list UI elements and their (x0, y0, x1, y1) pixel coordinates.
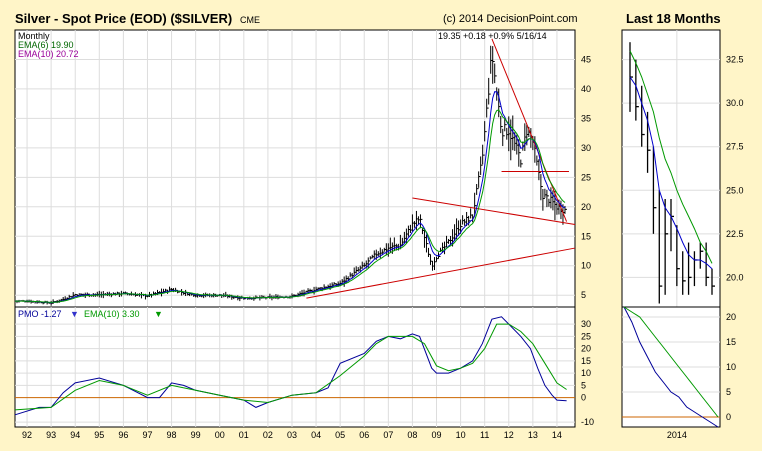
x-tick-label: 94 (70, 430, 80, 440)
x-tick-label: 06 (359, 430, 369, 440)
side-title: Last 18 Months (626, 11, 721, 26)
side-ema6-line (629, 76, 713, 270)
ema10-legend: EMA(10) 20.72 (18, 49, 79, 59)
ema10-line (15, 109, 566, 303)
pmo-ema-legend: EMA(10) 3.30 (84, 309, 140, 319)
trendline (491, 38, 568, 222)
pmo-y-tick-label: 20 (581, 344, 591, 354)
pmo-y-tick-label: -10 (581, 417, 594, 427)
pmo-arrow-icon: ▼ (70, 309, 79, 319)
x-tick-label: 09 (431, 430, 441, 440)
price-y-tick-label: 10 (581, 261, 591, 271)
price-y-tick-label: 25 (581, 172, 591, 182)
side-price-bars (629, 42, 715, 304)
side-pmo-y-tick-label: 15 (726, 337, 736, 347)
x-tick-label: 98 (167, 430, 177, 440)
side-pmo-line (623, 306, 719, 428)
pmo-line (14, 316, 567, 416)
pmo-y-tick-label: 10 (581, 368, 591, 378)
x-tick-label: 02 (263, 430, 273, 440)
side-y-tick-label: 20.0 (726, 272, 744, 282)
copyright: (c) 2014 DecisionPoint.com (443, 13, 578, 25)
x-tick-label: 95 (94, 430, 104, 440)
side-y-tick-label: 25.0 (726, 185, 744, 195)
side-pmo-y-tick-label: 0 (726, 412, 731, 422)
side-pmo-ema-line (623, 306, 719, 418)
side-y-tick-label: 32.5 (726, 55, 744, 65)
side-x-tick-label: 2014 (667, 430, 687, 440)
side-pmo-y-tick-label: 10 (726, 362, 736, 372)
side-y-tick-label: 27.5 (726, 142, 744, 152)
price-y-tick-label: 15 (581, 231, 591, 241)
x-tick-label: 03 (287, 430, 297, 440)
price-y-tick-label: 20 (581, 202, 591, 212)
pmo-y-tick-label: 5 (581, 380, 586, 390)
pmo-ema-arrow-icon: ▼ (154, 309, 163, 319)
pmo-legend: PMO -1.27 (18, 309, 62, 319)
x-tick-label: 96 (118, 430, 128, 440)
x-tick-label: 10 (456, 430, 466, 440)
x-tick-label: 97 (142, 430, 152, 440)
price-panel: 5 10 15 20 25 30 35 40 45 (14, 29, 591, 308)
period-label: Monthly (18, 31, 50, 41)
side-ema10-line (629, 50, 713, 264)
chart-title: Silver - Spot Price (EOD) ($SILVER) (15, 11, 232, 26)
price-y-tick-label: 45 (581, 54, 591, 64)
x-tick-label: 14 (552, 430, 562, 440)
price-y-tick-label: 5 (581, 290, 586, 300)
trendlines (306, 38, 576, 299)
price-y-tick-label: 40 (581, 84, 591, 94)
side-pmo-y-tick-label: 5 (726, 387, 731, 397)
exchange-label: CME (240, 15, 260, 25)
pmo-lines (14, 316, 567, 416)
x-tick-label: 92 (22, 430, 32, 440)
x-tick-label: 01 (239, 430, 249, 440)
x-tick-label: 07 (383, 430, 393, 440)
side-y-tick-label: 30.0 (726, 98, 744, 108)
pmo-y-tick-label: 30 (581, 319, 591, 329)
x-tick-label: 00 (215, 430, 225, 440)
pmo-y-tick-label: 25 (581, 331, 591, 341)
trendline (306, 247, 576, 299)
ema6-legend: EMA(6) 19.90 (18, 40, 74, 50)
last-18-months-panel: 2014 20.0 22.5 25.0 27.5 30.0 32.5 (621, 29, 744, 440)
pmo-y-tick-label: 0 (581, 393, 586, 403)
pmo-panel: -10 0 5 10 15 20 25 30 (14, 306, 594, 428)
x-tick-label: 05 (335, 430, 345, 440)
pmo-y-tick-label: 15 (581, 356, 591, 366)
x-axis: 92 93 94 95 96 97 98 99 00 01 02 03 04 05 06 07 08 09 10 11… (22, 430, 562, 440)
x-tick-label: 12 (504, 430, 514, 440)
x-tick-label: 08 (407, 430, 417, 440)
pmo-ema-line (14, 323, 567, 411)
side-y-tick-label: 22.5 (726, 229, 744, 239)
price-y-tick-label: 35 (581, 113, 591, 123)
x-tick-label: 99 (191, 430, 201, 440)
x-tick-label: 13 (528, 430, 538, 440)
x-tick-label: 04 (311, 430, 321, 440)
x-tick-label: 93 (46, 430, 56, 440)
x-tick-label: 11 (480, 430, 489, 440)
trendline (412, 197, 576, 225)
last-18-months-pmo-panel: 0 5 10 15 20 (621, 306, 736, 428)
quote-label: 19.35 +0.18 +0.9% 5/16/14 (438, 31, 547, 41)
side-pmo-y-tick-label: 20 (726, 312, 736, 322)
price-ema-lines (15, 91, 566, 304)
price-y-tick-label: 30 (581, 143, 591, 153)
